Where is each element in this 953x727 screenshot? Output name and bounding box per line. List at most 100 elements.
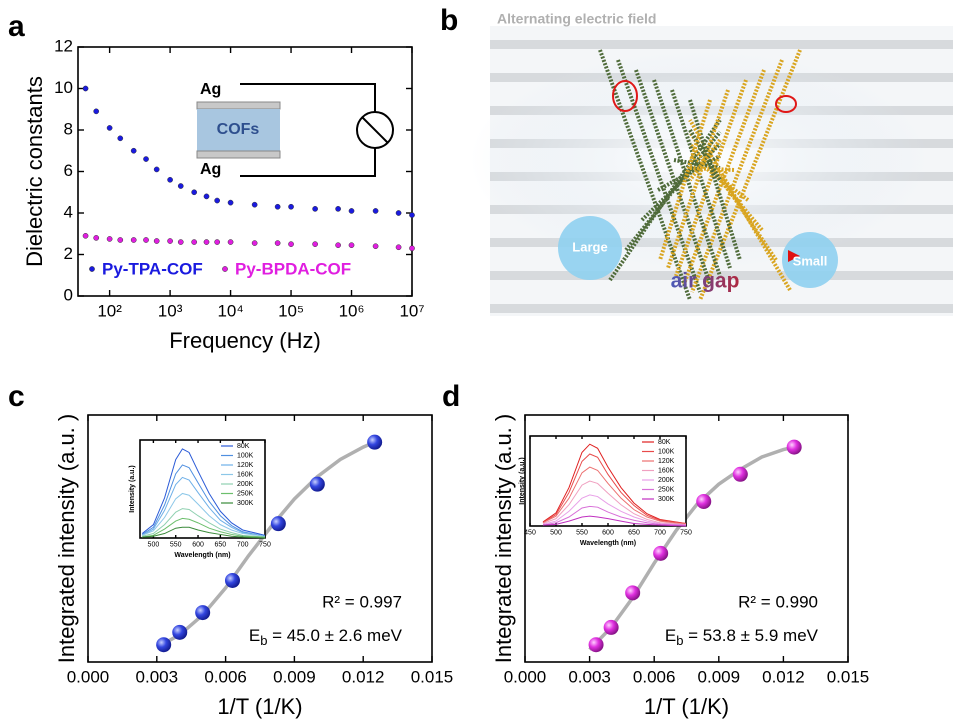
data-point xyxy=(203,193,210,200)
data-point xyxy=(177,183,184,189)
data-point xyxy=(309,476,325,492)
illustration-title: Alternating electric field xyxy=(497,11,656,27)
activation-energy: Eb = 53.8 ± 5.9 meV xyxy=(665,626,819,648)
x-tick-label: 0.006 xyxy=(204,668,247,687)
small-label: Small xyxy=(793,253,828,268)
legend-marker xyxy=(222,266,228,272)
x-tick-label: 10² xyxy=(97,302,122,321)
x-tick-label: 600 xyxy=(192,541,204,548)
data-point xyxy=(732,466,748,482)
data-point xyxy=(251,201,258,208)
data-point xyxy=(696,493,712,509)
large-bubble xyxy=(558,216,622,280)
electrode xyxy=(196,101,281,110)
framework-strand xyxy=(682,69,766,285)
spectrum-line xyxy=(141,476,266,537)
x-tick-label: 700 xyxy=(654,529,666,536)
data-point xyxy=(409,245,415,252)
x-tick-label: 500 xyxy=(550,529,562,536)
data-point xyxy=(172,624,188,640)
data-point xyxy=(335,206,341,212)
energy-text: = 45.0 ± 2.6 meV xyxy=(267,626,402,645)
x-tick-label: 0.015 xyxy=(411,668,454,687)
spectrum-line xyxy=(542,466,687,525)
energy-sub: b xyxy=(260,633,267,648)
y-axis-label: Dielectric constants xyxy=(22,76,47,267)
spectrum-line xyxy=(142,508,266,538)
data-point xyxy=(312,206,318,212)
x-tick-label: 550 xyxy=(170,541,182,548)
cof-lattice xyxy=(598,49,802,301)
panel-label: c xyxy=(8,380,25,413)
spectrum-line xyxy=(542,443,687,525)
spectrum-line xyxy=(542,505,687,526)
data-point xyxy=(786,439,802,455)
framework-strand xyxy=(688,130,778,262)
data-point xyxy=(227,239,234,245)
framework-strand xyxy=(616,59,702,293)
x-tick-label: 0.000 xyxy=(504,668,547,687)
data-point xyxy=(395,210,402,216)
stripe xyxy=(490,40,953,49)
y-axis-label: Integrated intensity (a.u. ) xyxy=(491,414,516,663)
data-point xyxy=(93,235,100,241)
y-tick-label: 6 xyxy=(64,161,73,180)
x-tick-label: 10⁴ xyxy=(217,302,243,321)
legend-label: 160K xyxy=(658,467,675,474)
data-point xyxy=(191,239,198,245)
data-point xyxy=(195,605,211,621)
y-tick-label: 12 xyxy=(54,36,73,55)
inset-background xyxy=(530,436,686,526)
framework-strand xyxy=(640,142,722,222)
panel-label: d xyxy=(442,380,460,413)
data-point xyxy=(270,516,286,532)
data-point xyxy=(167,238,173,244)
x-tick-label: 450 xyxy=(524,529,536,536)
spectrum-line xyxy=(141,448,266,536)
legend-label: 300K xyxy=(658,496,675,503)
x-axis-label: 1/T (1/K) xyxy=(644,694,729,719)
data-point xyxy=(117,135,124,142)
framework-strand xyxy=(688,142,764,232)
x-tick-label: 700 xyxy=(237,541,249,548)
stripe xyxy=(490,304,953,313)
spectrum-line xyxy=(142,492,266,537)
data-point xyxy=(409,212,415,218)
legend-label: Py-BPDA-COF xyxy=(235,259,351,278)
x-axis-label: 1/T (1/K) xyxy=(217,694,302,719)
data-point xyxy=(130,147,137,154)
x-tick-label: 0.015 xyxy=(827,668,870,687)
x-tick-label: 0.000 xyxy=(67,668,110,687)
data-point xyxy=(335,242,341,249)
x-tick-label: 0.009 xyxy=(698,668,741,687)
framework-strand xyxy=(598,49,692,301)
x-tick-label: 650 xyxy=(215,541,227,548)
data-point xyxy=(288,241,294,247)
highlight xyxy=(775,95,797,113)
energy-symbol: E xyxy=(665,626,676,645)
data-point xyxy=(372,243,379,250)
gap-label: air gap xyxy=(671,270,740,293)
highlight xyxy=(612,80,638,112)
data-point xyxy=(156,637,172,653)
energy-sub: b xyxy=(676,633,683,648)
spectrum-line xyxy=(542,494,687,526)
data-point xyxy=(348,208,355,214)
legend-label: 100K xyxy=(658,448,675,455)
data-point xyxy=(214,197,221,204)
data-point xyxy=(288,203,294,210)
data-point xyxy=(251,240,258,246)
spectrum-line xyxy=(542,515,687,527)
cof-layer xyxy=(197,109,280,151)
framework-strand xyxy=(657,154,721,192)
cof-label: COFs xyxy=(217,121,260,138)
x-tick-label: 10³ xyxy=(158,302,183,321)
framework-strand xyxy=(608,118,722,282)
legend-label: 250K xyxy=(658,486,675,493)
x-tick-label: 750 xyxy=(680,529,692,536)
data-point xyxy=(625,585,641,601)
panel-label: b xyxy=(440,4,458,37)
data-point xyxy=(603,619,619,635)
panel-label: a xyxy=(8,10,25,43)
